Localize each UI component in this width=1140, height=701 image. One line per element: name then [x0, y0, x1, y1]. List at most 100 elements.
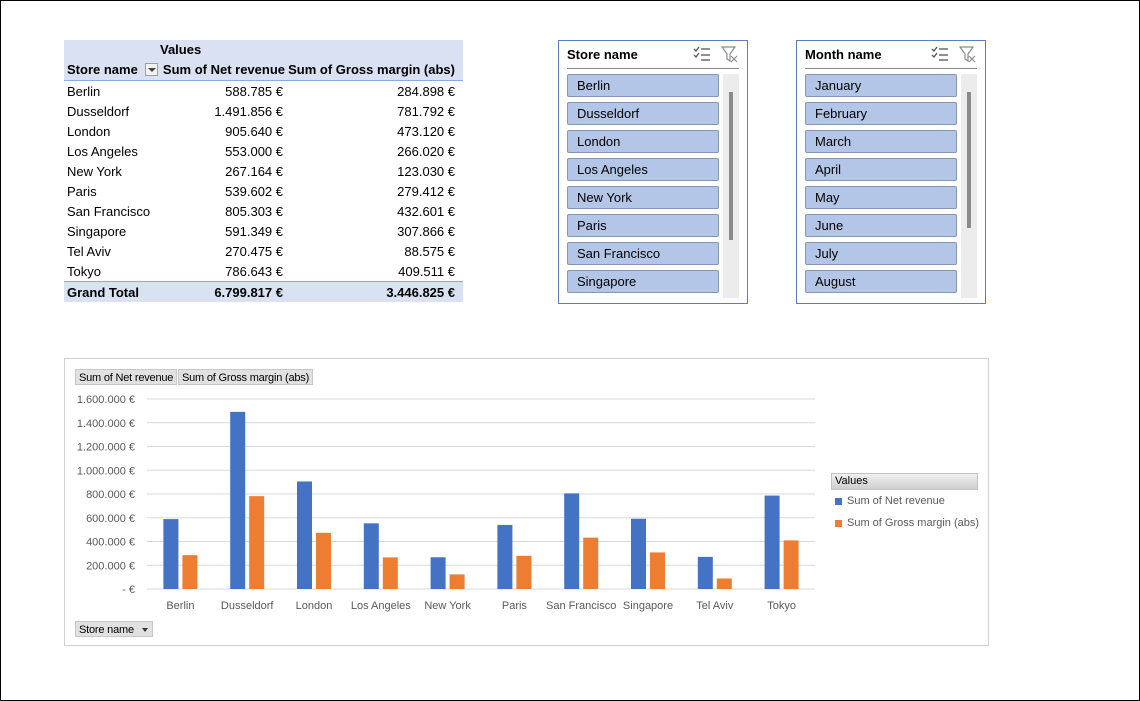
row-field-label: Store name — [67, 62, 138, 77]
row-net-revenue: 1.491.856 € — [214, 103, 283, 119]
slicer-item[interactable]: June — [805, 214, 957, 237]
row-net-revenue: 267.164 € — [225, 163, 283, 179]
clear-filter-icon[interactable] — [720, 46, 739, 68]
slicer-item[interactable]: July — [805, 242, 957, 265]
y-tick-label: 1.400.000 € — [77, 418, 135, 430]
x-tick-label: London — [296, 600, 333, 612]
bar-gross-margin — [716, 578, 732, 589]
pivot-table[interactable]: Values Store name Sum of Net revenue Sum… — [64, 40, 463, 302]
slicer-scrollbar[interactable] — [961, 74, 977, 298]
y-tick-label: 600.000 € — [86, 513, 135, 525]
row-store-name: Tel Aviv — [67, 243, 111, 259]
row-gross-margin: 123.030 € — [397, 163, 455, 179]
bar-gross-margin — [583, 537, 599, 589]
slicer-store-name[interactable]: Store name Berlin Dusseldorf London Los Ang… — [558, 40, 748, 304]
y-tick-label: 1.600.000 € — [77, 394, 135, 406]
slicer-item[interactable]: May — [805, 186, 957, 209]
legend-label-gross: Sum of Gross margin (abs) — [847, 517, 980, 529]
pivot-body: Berlin 588.785 € 284.898 € Dusseldorf 1.491.… — [64, 81, 463, 281]
y-tick-label: 200.000 € — [86, 560, 135, 572]
slicer-item[interactable]: March — [805, 130, 957, 153]
legend-swatch-net — [835, 497, 842, 505]
x-tick-label: New York — [424, 600, 471, 612]
legend-title: Values — [831, 473, 978, 490]
bar-net-revenue — [230, 411, 246, 589]
slicer-item[interactable]: January — [805, 74, 957, 97]
legend-item-gross[interactable]: Sum of Gross margin (abs) — [835, 517, 979, 529]
slicer-item[interactable]: San Francisco — [567, 242, 719, 265]
row-filter-dropdown-icon[interactable] — [145, 63, 158, 76]
y-tick-label: 1.200.000 € — [77, 442, 135, 454]
bar-gross-margin — [316, 532, 331, 589]
bar-gross-margin — [650, 552, 665, 589]
slicer-item[interactable]: Berlin — [567, 74, 719, 97]
table-row: London 905.640 € 473.120 € — [64, 121, 463, 141]
net-revenue-header: Sum of Net revenue — [162, 62, 285, 77]
x-tick-label: Singapore — [623, 600, 673, 612]
row-store-name: San Francisco — [67, 203, 151, 219]
bar-net-revenue — [163, 519, 179, 589]
slicer-item[interactable]: Dusseldorf — [567, 102, 719, 125]
slicer-items: Berlin Dusseldorf London Los Angeles New Yor… — [567, 74, 719, 298]
bar-gross-margin — [382, 557, 398, 589]
chart-field-button-net[interactable]: Sum of Net revenue — [75, 369, 178, 385]
row-net-revenue: 905.640 € — [225, 123, 283, 139]
bar-gross-margin — [249, 496, 265, 589]
row-store-name: Dusseldorf — [67, 103, 130, 119]
bar-net-revenue — [497, 524, 513, 589]
grand-total-net: 6.799.817 € — [214, 284, 283, 300]
pivot-grand-total-row: Grand Total 6.799.817 € 3.446.825 € — [64, 281, 463, 302]
bar-net-revenue — [564, 493, 580, 589]
row-store-name: Singapore — [67, 223, 127, 239]
pivot-column-headers: Store name Sum of Net revenue Sum of Gro… — [64, 59, 463, 81]
table-row: San Francisco 805.303 € 432.601 € — [64, 201, 463, 221]
row-gross-margin: 781.792 € — [397, 103, 455, 119]
bar-net-revenue — [430, 557, 446, 589]
table-row: Los Angeles 553.000 € 266.020 € — [64, 141, 463, 161]
slicer-item[interactable]: Paris — [567, 214, 719, 237]
table-row: Berlin 588.785 € 284.898 € — [64, 81, 463, 101]
scrollbar-thumb[interactable] — [967, 92, 971, 228]
chart-plot-area: - € 200.000 € 400.000 € 600.000 € 800.000 € 1… — [77, 394, 815, 612]
row-gross-margin: 284.898 € — [397, 83, 455, 99]
slicer-items: January February March April May June July Augu… — [805, 74, 957, 298]
clear-filter-icon[interactable] — [958, 46, 977, 68]
row-gross-margin: 473.120 € — [397, 123, 455, 139]
bar-gross-margin — [182, 555, 198, 589]
table-row: Paris 539.602 € 279.412 € — [64, 181, 463, 201]
y-tick-label: 1.000.000 € — [77, 465, 135, 477]
x-tick-label: Paris — [502, 600, 528, 612]
slicer-item[interactable]: London — [567, 130, 719, 153]
slicer-item[interactable]: February — [805, 102, 957, 125]
grand-total-gross: 3.446.825 € — [386, 284, 455, 300]
slicer-item[interactable]: New York — [567, 186, 719, 209]
pivot-values-label: Values — [160, 42, 202, 57]
row-net-revenue: 270.475 € — [225, 243, 283, 259]
multi-select-icon[interactable] — [693, 46, 711, 68]
table-row: Tokyo 786.643 € 409.511 € — [64, 261, 463, 281]
legend-item-net[interactable]: Sum of Net revenue — [835, 495, 945, 507]
gross-margin-header: Sum of Gross margin (abs) — [288, 62, 455, 77]
row-net-revenue: 539.602 € — [225, 183, 283, 199]
chart-field-button-gross[interactable]: Sum of Gross margin (abs) — [178, 369, 314, 385]
slicer-title: Store name — [567, 47, 638, 62]
slicer-item[interactable]: Los Angeles — [567, 158, 719, 181]
bar-net-revenue — [363, 523, 379, 589]
bar-gross-margin — [449, 574, 465, 589]
slicer-month-name[interactable]: Month name January February March April May J… — [796, 40, 986, 304]
row-net-revenue: 588.785 € — [225, 83, 283, 99]
slicer-item[interactable]: Singapore — [567, 270, 719, 293]
slicer-item[interactable]: April — [805, 158, 957, 181]
chevron-down-icon — [141, 628, 148, 632]
table-row: Singapore 591.349 € 307.866 € — [64, 221, 463, 241]
bar-net-revenue — [297, 481, 312, 589]
scrollbar-thumb[interactable] — [729, 92, 733, 240]
axis-field-button[interactable]: Store name — [75, 621, 153, 637]
slicer-scrollbar[interactable] — [723, 74, 739, 298]
pivot-chart[interactable]: Sum of Net revenue Sum of Gross margin (… — [64, 358, 989, 646]
row-gross-margin: 307.866 € — [397, 223, 455, 239]
slicer-item[interactable]: August — [805, 270, 957, 293]
bar-net-revenue — [764, 495, 780, 589]
multi-select-icon[interactable] — [931, 46, 949, 68]
row-gross-margin: 88.575 € — [404, 243, 455, 259]
